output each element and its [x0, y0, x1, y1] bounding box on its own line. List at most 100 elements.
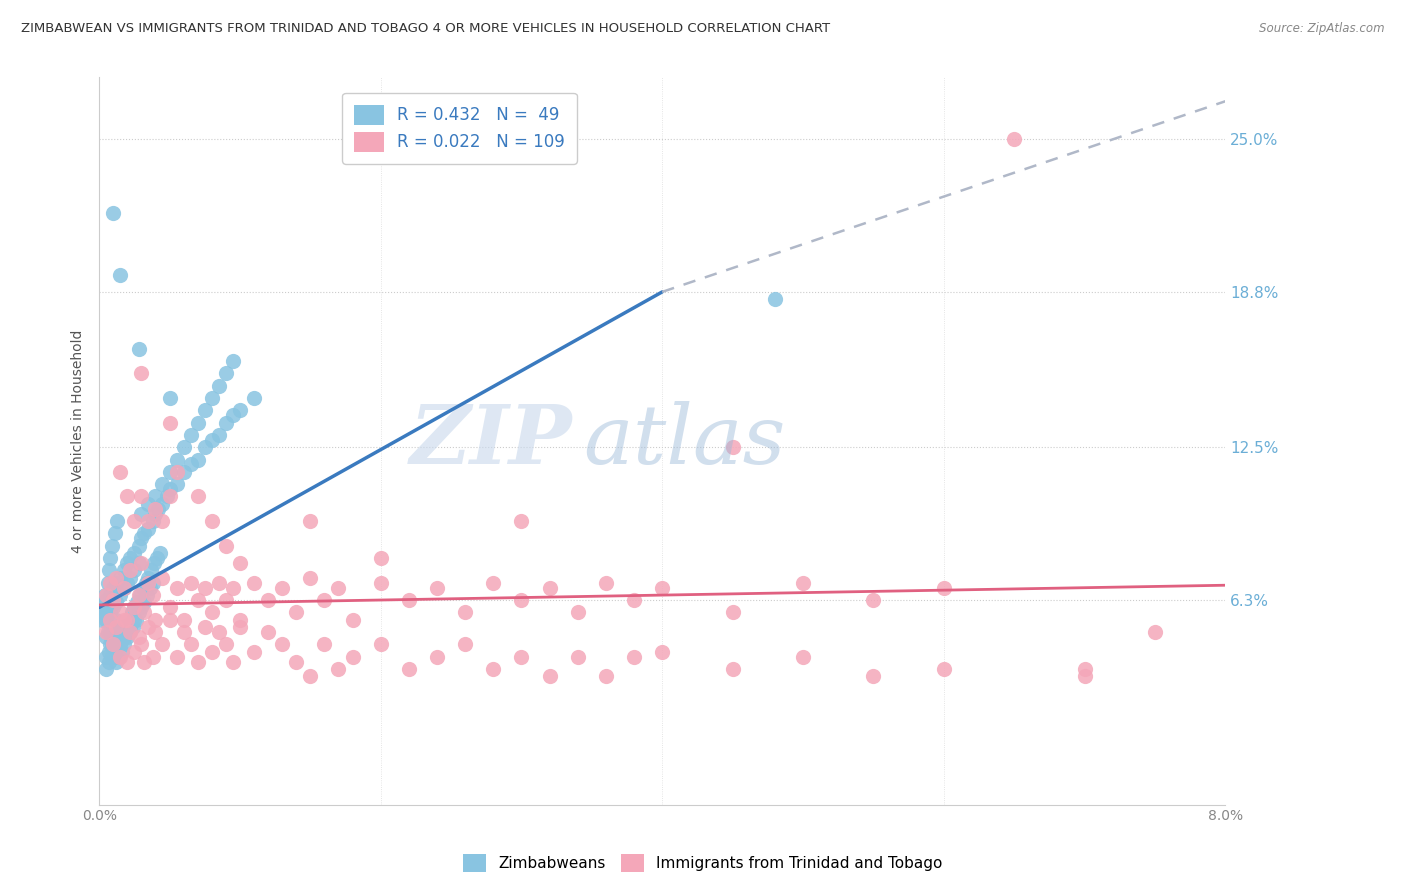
Text: ZIP: ZIP: [409, 401, 572, 481]
Point: [100, 551, 122, 566]
Point: [159, 416, 181, 430]
Point: [114, 613, 136, 627]
Point: [180, 637, 202, 651]
Point: [96, 630, 118, 644]
Point: [117, 630, 139, 644]
Legend: Zimbabweans, Immigrants from Trinidad and Tobago: Zimbabweans, Immigrants from Trinidad an…: [456, 846, 950, 880]
Point: [100, 625, 122, 640]
Point: [120, 625, 142, 640]
Point: [129, 588, 152, 602]
Point: [96, 649, 118, 664]
Point: [595, 575, 617, 590]
Point: [215, 416, 238, 430]
Point: [370, 575, 392, 590]
Point: [482, 662, 505, 676]
Point: [215, 593, 238, 607]
Point: [187, 593, 209, 607]
Point: [120, 571, 142, 585]
Point: [114, 630, 136, 644]
Point: [159, 600, 181, 615]
Point: [110, 649, 132, 664]
Point: [107, 625, 129, 640]
Point: [105, 613, 128, 627]
Point: [370, 637, 392, 651]
Point: [128, 630, 150, 644]
Point: [103, 649, 125, 664]
Point: [152, 571, 174, 585]
Point: [1143, 625, 1166, 640]
Point: [131, 600, 153, 615]
Point: [122, 620, 145, 634]
Point: [100, 588, 122, 602]
Point: [110, 605, 132, 619]
Point: [145, 625, 167, 640]
Point: [243, 391, 266, 405]
Point: [152, 477, 174, 491]
Point: [124, 600, 146, 615]
Point: [159, 613, 181, 627]
Point: [201, 605, 224, 619]
Point: [108, 649, 131, 664]
Point: [115, 620, 138, 634]
Point: [194, 403, 217, 417]
Point: [208, 625, 231, 640]
Point: [103, 600, 125, 615]
Point: [792, 575, 814, 590]
Point: [271, 581, 294, 595]
Point: [173, 440, 195, 454]
Point: [426, 581, 449, 595]
Point: [128, 588, 150, 602]
Point: [243, 645, 266, 659]
Point: [208, 575, 231, 590]
Point: [100, 613, 122, 627]
Point: [201, 645, 224, 659]
Point: [314, 637, 336, 651]
Point: [110, 588, 132, 602]
Point: [135, 575, 157, 590]
Point: [370, 551, 392, 566]
Point: [187, 655, 209, 669]
Point: [105, 575, 128, 590]
Point: [97, 625, 120, 640]
Point: [651, 645, 673, 659]
Point: [105, 595, 128, 609]
Point: [721, 662, 744, 676]
Point: [229, 620, 252, 634]
Point: [166, 452, 188, 467]
Point: [138, 522, 160, 536]
Text: Source: ZipAtlas.com: Source: ZipAtlas.com: [1260, 22, 1385, 36]
Point: [229, 613, 252, 627]
Point: [131, 366, 153, 380]
Point: [721, 440, 744, 454]
Point: [299, 669, 322, 683]
Point: [111, 645, 134, 659]
Point: [124, 600, 146, 615]
Point: [136, 588, 159, 602]
Point: [148, 501, 170, 516]
Point: [120, 625, 142, 640]
Point: [124, 546, 146, 560]
Point: [229, 403, 252, 417]
Point: [114, 581, 136, 595]
Point: [103, 637, 125, 651]
Text: atlas: atlas: [583, 401, 786, 481]
Point: [159, 465, 181, 479]
Point: [222, 354, 245, 368]
Point: [156, 490, 179, 504]
Point: [1073, 669, 1095, 683]
Point: [104, 526, 127, 541]
Point: [134, 595, 156, 609]
Point: [271, 637, 294, 651]
Point: [125, 613, 148, 627]
Point: [159, 482, 181, 496]
Point: [145, 501, 167, 516]
Point: [103, 593, 125, 607]
Point: [124, 514, 146, 528]
Point: [166, 649, 188, 664]
Point: [100, 637, 122, 651]
Point: [97, 575, 120, 590]
Point: [120, 551, 142, 566]
Point: [152, 514, 174, 528]
Point: [134, 655, 156, 669]
Point: [110, 571, 132, 585]
